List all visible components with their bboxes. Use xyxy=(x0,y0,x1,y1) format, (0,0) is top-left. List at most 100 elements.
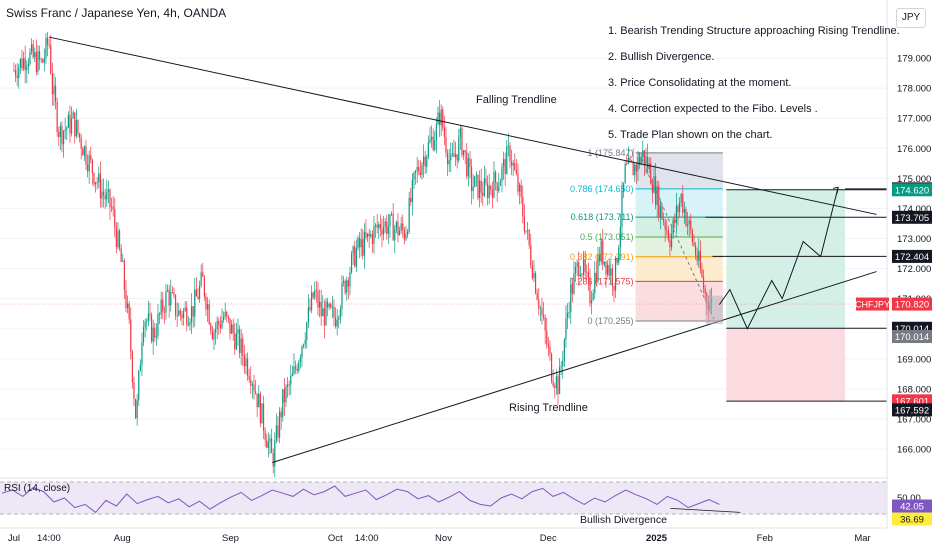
candle-body xyxy=(117,230,119,248)
candle-body xyxy=(366,233,369,238)
candle-body xyxy=(494,172,497,183)
currency-button[interactable]: JPY xyxy=(896,8,926,28)
candle-body xyxy=(608,264,610,276)
fib-level-label: 1 (175.847) xyxy=(588,148,634,158)
price-axis[interactable]: 166.000167.000168.000169.000170.000171.0… xyxy=(855,0,932,550)
candle-body xyxy=(550,353,553,382)
candle-body xyxy=(472,187,474,192)
projected-path[interactable] xyxy=(718,187,839,330)
candle-body xyxy=(629,157,631,161)
candle-body xyxy=(96,182,98,183)
candle-body xyxy=(259,393,261,424)
candle-body xyxy=(77,120,79,134)
candle-body xyxy=(74,112,76,137)
candle-body xyxy=(573,273,575,294)
candle-body xyxy=(526,230,529,231)
fib-level-label: 0 (170.255) xyxy=(588,316,634,326)
candle-body xyxy=(270,438,273,453)
candle-body xyxy=(243,355,245,366)
candle-body xyxy=(440,109,442,126)
projection-arrowhead xyxy=(833,186,839,194)
level-lines[interactable] xyxy=(705,188,887,402)
candle-body xyxy=(427,142,429,157)
candle-body xyxy=(414,170,417,173)
candle-body xyxy=(410,197,412,203)
candle-body xyxy=(445,136,447,153)
candle-body xyxy=(21,58,23,69)
candle-body xyxy=(490,185,492,190)
candle-body xyxy=(93,173,95,185)
candle-body xyxy=(136,400,138,419)
price-label-box[interactable] xyxy=(892,403,932,417)
candle-body xyxy=(152,327,154,342)
candle-body xyxy=(454,154,457,158)
candle-body xyxy=(464,150,466,153)
candle-body xyxy=(237,329,239,334)
candle-body xyxy=(630,160,633,162)
candle-body xyxy=(261,403,263,424)
candle-body xyxy=(144,321,146,328)
candle-body xyxy=(126,303,129,309)
candle-body xyxy=(90,155,92,160)
candle-body xyxy=(67,114,69,128)
analysis-notes: 1. Bearish Trending Structure approachin… xyxy=(608,18,900,148)
candle-body xyxy=(382,226,385,235)
candle-body xyxy=(368,233,370,237)
price-label-text: 170.014 xyxy=(895,324,929,335)
symbol-title: Swiss Franc / Japanese Yen, 4h, OANDA xyxy=(6,6,227,20)
candle-body xyxy=(250,379,252,386)
candle-body xyxy=(645,156,647,165)
trade-plan-zones xyxy=(726,189,846,401)
note-item: 4. Correction expected to the Fibo. Leve… xyxy=(608,103,818,115)
candle-body xyxy=(27,63,29,67)
candle-body xyxy=(574,266,577,274)
candle-body xyxy=(453,153,455,158)
candle-body xyxy=(155,335,157,338)
candle-body xyxy=(590,300,593,304)
price-label-box[interactable] xyxy=(892,249,932,263)
candle-body xyxy=(438,112,441,126)
trendline[interactable] xyxy=(48,36,877,215)
candle-body xyxy=(350,253,353,273)
candle-body xyxy=(506,146,508,175)
candle-body xyxy=(358,237,361,248)
price-label-box[interactable] xyxy=(892,297,932,311)
candle-body xyxy=(522,196,524,217)
candle-body xyxy=(693,242,695,246)
candle-body xyxy=(46,37,49,45)
candle-body xyxy=(371,234,373,244)
candle-body xyxy=(22,58,25,69)
candle-body xyxy=(654,176,657,205)
candle-body xyxy=(549,346,551,354)
candle-body xyxy=(613,286,615,291)
candle-body xyxy=(634,164,636,176)
projection-path[interactable] xyxy=(718,186,839,330)
candle-body xyxy=(80,137,82,149)
candle-body xyxy=(118,230,121,249)
candle-body xyxy=(362,239,364,256)
candle-body xyxy=(480,180,482,193)
candle-body xyxy=(352,246,354,254)
candle-body xyxy=(16,75,18,79)
symbol-tag-box[interactable] xyxy=(856,297,889,311)
price-label-box[interactable] xyxy=(892,183,932,197)
trendline[interactable] xyxy=(272,271,877,463)
price-label-box[interactable] xyxy=(892,330,932,344)
candle-body xyxy=(584,259,586,272)
price-label-box[interactable] xyxy=(892,210,932,224)
candle-body xyxy=(82,148,84,156)
candle-body xyxy=(59,125,61,138)
candle-body xyxy=(430,136,433,140)
candle-body xyxy=(256,393,258,408)
candle-body xyxy=(298,361,300,371)
candle-body xyxy=(189,322,191,325)
candle-body xyxy=(331,306,333,308)
candle-body xyxy=(408,197,410,232)
symbol-tag-text: CHFJPY xyxy=(855,300,890,310)
candle-body xyxy=(338,317,340,320)
time-axis[interactable]: Jul 14:00 Aug Sep Oct 14:00 Nov Dec 2025 Feb Mar xyxy=(0,527,932,550)
trendlines[interactable] xyxy=(48,36,877,463)
candle-body xyxy=(221,319,223,328)
candle-body xyxy=(354,246,356,267)
